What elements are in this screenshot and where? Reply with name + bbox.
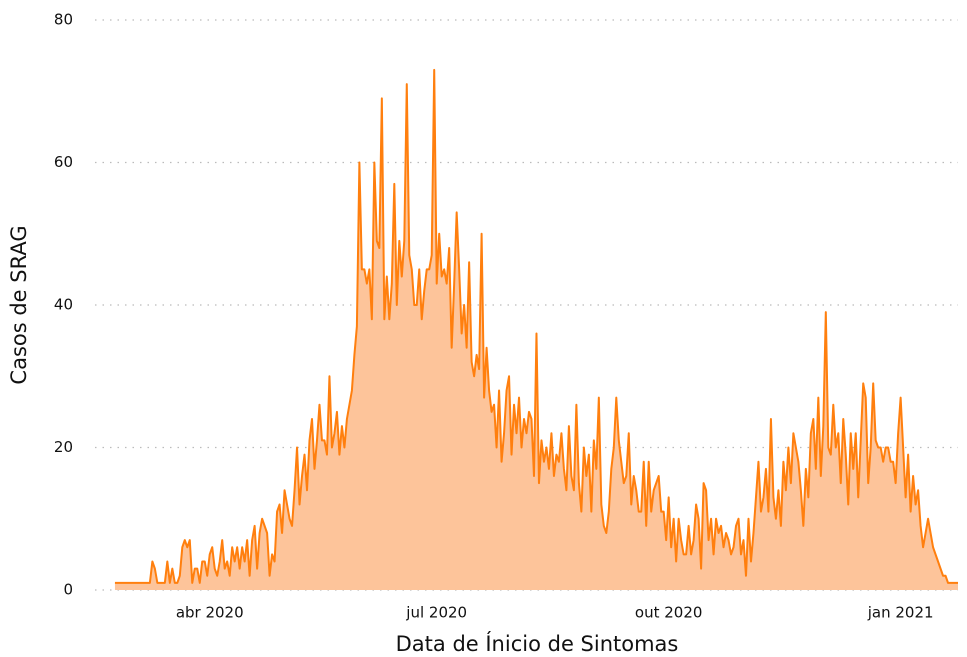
- y-tick-label: 0: [63, 581, 73, 599]
- x-tick-label: jan 2021: [867, 604, 934, 622]
- y-tick-label: 40: [54, 296, 73, 314]
- line: [114, 68, 958, 584]
- x-tick-label: out 2020: [635, 604, 703, 622]
- x-tick-label: jul 2020: [405, 604, 467, 622]
- y-tick-label: 20: [54, 438, 73, 456]
- x-axis-title: Data de Ínicio de Sintomas: [396, 631, 679, 656]
- area: [114, 69, 958, 590]
- x-tick-label: abr 2020: [176, 604, 244, 622]
- y-axis-title: Casos de SRAG: [7, 225, 31, 384]
- y-tick-label: 80: [54, 11, 73, 29]
- y-tick-label: 60: [54, 153, 73, 171]
